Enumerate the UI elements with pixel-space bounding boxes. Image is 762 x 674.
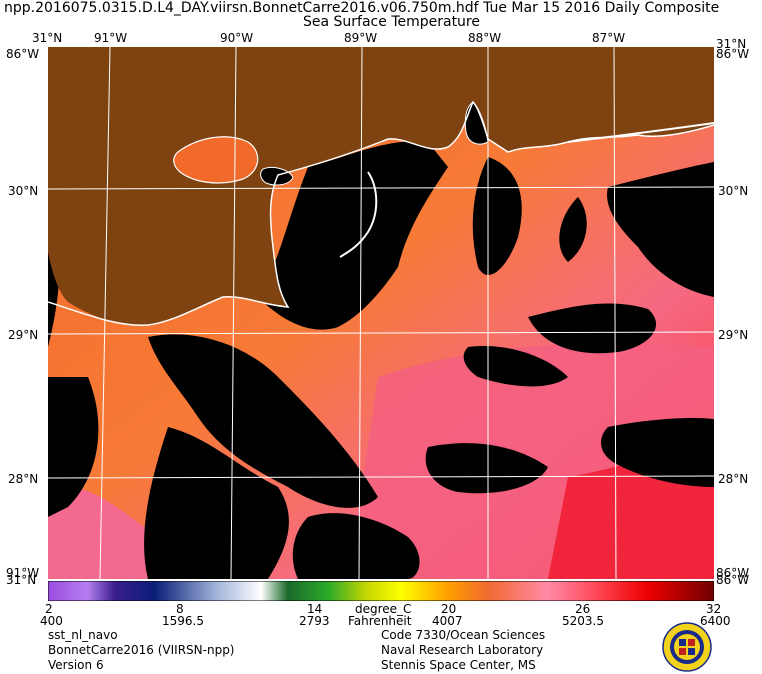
bottom-lat-label-right: 86°W: [716, 573, 750, 587]
top-lon-label-left: 86°W: [6, 47, 40, 61]
nrl-seal-icon: [662, 622, 712, 672]
lon-label-91w: 91°W: [94, 31, 128, 45]
top-lat-label-left: 31°N: [32, 31, 63, 45]
barrier-islands: [567, 122, 714, 143]
warm-water-west: [48, 485, 158, 579]
cbar-tick-c-14: 14: [307, 602, 323, 616]
cbar-tick-f-6400: 6400: [700, 614, 731, 628]
lat-label-28n-right: 28°N: [718, 472, 749, 486]
cbar-tick-f-5203: 5203.5: [562, 614, 604, 628]
cbar-tick-c-32: 32: [706, 602, 722, 616]
cbar-tick-c-8: 8: [176, 602, 184, 616]
footer-region: BonnetCarre2016 (VIIRSN-npp): [48, 643, 235, 657]
lon-label-89w: 89°W: [344, 31, 378, 45]
cbar-tick-f-1596: 1596.5: [162, 614, 204, 628]
bottom-lon-label-left: 91°W: [6, 566, 40, 580]
top-lat-label-right: 31°N: [716, 37, 747, 51]
coastline: [48, 100, 714, 326]
footer-algorithm: sst_nl_navo: [48, 628, 118, 642]
cbar-unit-f: Fahrenheit: [348, 614, 412, 628]
cbar-tick-f-4007: 4007: [432, 614, 463, 628]
lat-label-28n-left: 28°N: [8, 472, 39, 486]
cbar-tick-f-400: 400: [40, 614, 63, 628]
cbar-tick-c-20: 20: [441, 602, 457, 616]
map-subtitle: Sea Surface Temperature: [303, 14, 480, 30]
sst-colorbar: [48, 581, 714, 601]
cbar-tick-f-2793: 2793: [299, 614, 330, 628]
mobile-bay: [464, 101, 489, 145]
lake-pontchartrain: [173, 136, 259, 184]
lon-label-87w: 87°W: [592, 31, 626, 45]
footer-lab: Naval Research Laboratory: [381, 643, 544, 657]
map-title: npp.2016075.0315.D.L4_DAY.viirsn.BonnetC…: [4, 0, 720, 16]
footer-version: Version 6: [48, 658, 104, 672]
lat-label-29n-right: 29°N: [718, 328, 749, 342]
bottom-lat-label-left: 31°N: [6, 573, 37, 587]
lon-label-88w: 88°W: [468, 31, 502, 45]
cbar-tick-c-2: 2: [45, 602, 53, 616]
graticule: [48, 47, 714, 579]
footer-code: Code 7330/Ocean Sciences: [381, 628, 546, 642]
cbar-unit-c: degree_C: [355, 602, 412, 616]
top-lon-label-right: 86°W: [716, 47, 750, 61]
footer-location: Stennis Space Center, MS: [381, 658, 536, 672]
lat-label-30n-right: 30°N: [718, 184, 749, 198]
lat-label-30n-left: 30°N: [8, 184, 39, 198]
bottom-lon-label-right: 86°W: [716, 566, 750, 580]
cbar-tick-c-26: 26: [575, 602, 591, 616]
chandeleur-islands: [339, 171, 378, 258]
lon-label-90w: 90°W: [220, 31, 254, 45]
sst-map: [48, 47, 714, 579]
land-mask: [48, 47, 714, 326]
lat-label-29n-left: 29°N: [8, 328, 39, 342]
